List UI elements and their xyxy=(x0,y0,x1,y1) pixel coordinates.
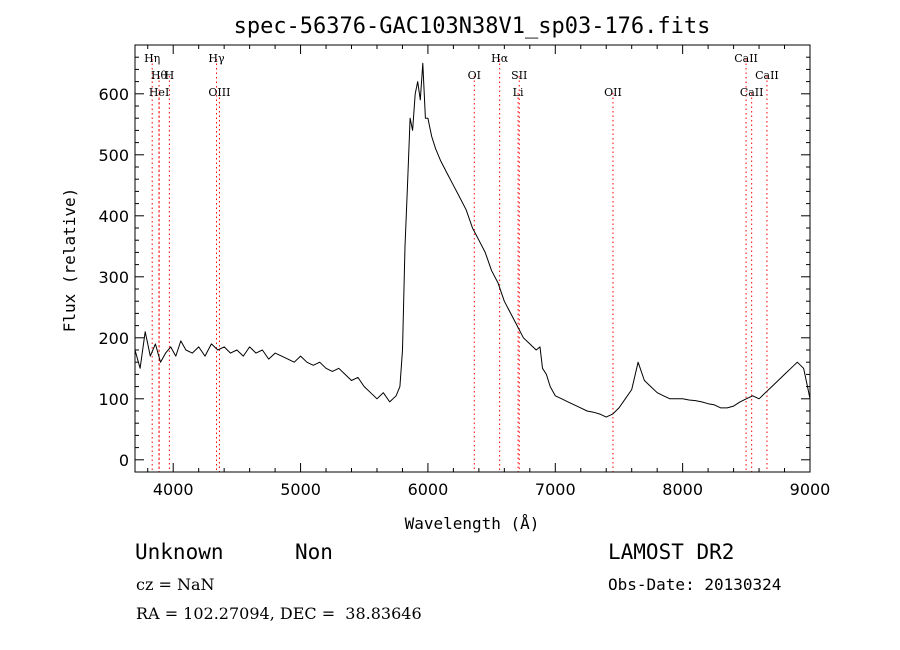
x-axis-label: Wavelength (Å) xyxy=(405,514,540,533)
x-tick-label: 6000 xyxy=(408,480,449,499)
x-tick-label: 9000 xyxy=(790,480,831,499)
y-tick-label: 200 xyxy=(98,329,129,348)
plot-frame xyxy=(134,44,811,473)
x-tick-label: 7000 xyxy=(535,480,576,499)
spectrum-series xyxy=(134,62,811,418)
y-tick-label: 400 xyxy=(98,207,129,226)
spectral-line-label: SII xyxy=(511,69,527,82)
survey-name: LAMOST DR2 xyxy=(608,540,735,564)
spectral-line-label: HeI xyxy=(149,86,169,99)
spectral-line-label: OI xyxy=(468,69,481,82)
x-tick-label: 5000 xyxy=(280,480,321,499)
x-axis: 4000 5000 6000 7000 8000 9000 xyxy=(147,45,831,499)
spectral-line-label: OIII xyxy=(208,86,230,99)
chart-title: spec-56376-GAC103N38V1_sp03-176.fits xyxy=(234,14,711,39)
spectral-line-label: Hα xyxy=(491,52,509,65)
y-axis-label: Flux (relative) xyxy=(60,188,79,333)
spectral-line-label: Hη xyxy=(144,52,160,65)
y-tick-label: 500 xyxy=(98,146,129,165)
y-tick-label: 0 xyxy=(119,451,129,470)
x-tick-label: 4000 xyxy=(153,480,194,499)
y-tick-label: 300 xyxy=(98,268,129,287)
ra-dec-coordinates: RA = 102.27094, DEC = 38.83646 xyxy=(136,604,422,623)
spectral-line-label: H xyxy=(165,69,175,82)
spectral-line-label: OII xyxy=(604,86,622,99)
y-tick-label: 100 xyxy=(98,390,129,409)
y-axis: 0 100 200 300 400 500 600 xyxy=(98,44,810,470)
spectral-line-label: Hθ xyxy=(151,69,168,82)
spectrum-line xyxy=(134,62,811,418)
spectral-line-label: CaII xyxy=(755,69,779,82)
object-class: Unknown xyxy=(135,540,224,564)
spectral-line-label: Li xyxy=(513,86,524,99)
y-tick-label: 600 xyxy=(98,85,129,104)
obs-date: Obs-Date: 20130324 xyxy=(608,575,782,594)
spectral-line-label: CaII xyxy=(740,86,764,99)
x-tick-label: 8000 xyxy=(662,480,703,499)
redshift-cz: cz = NaN xyxy=(136,575,215,594)
spectral-line-label: CaII xyxy=(734,52,758,65)
object-subclass: Non xyxy=(295,540,333,564)
spectral-line-label: Hγ xyxy=(208,52,225,65)
